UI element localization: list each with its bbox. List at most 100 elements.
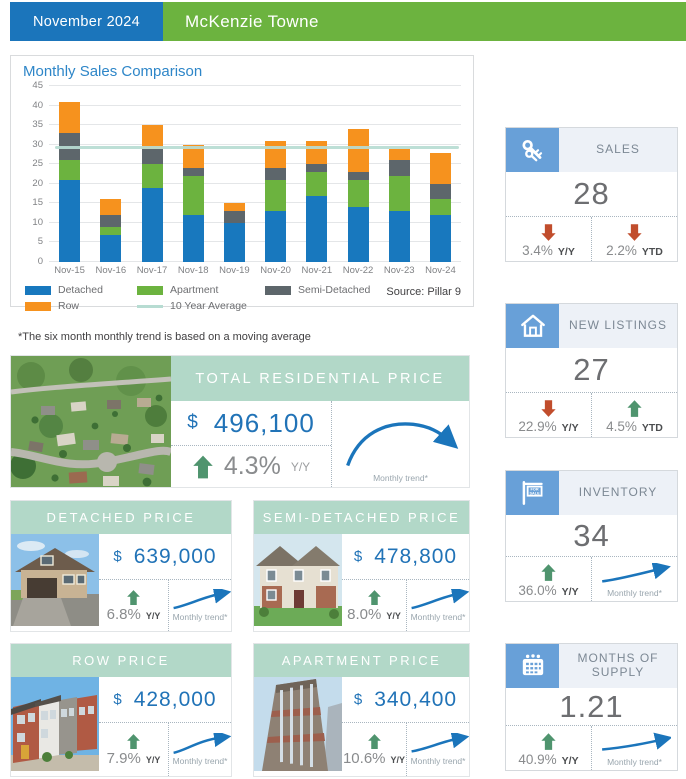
bar-segment [223,203,245,212]
semi-detached-price-title: SEMI-DETACHED PRICE [254,501,469,534]
chart-bars [49,86,461,262]
bar-segment [388,211,410,262]
semi-detached-yy-pct: 8.0% [347,605,382,623]
x-axis-tick: Nov-21 [301,265,333,276]
legend-item: Detached [25,284,137,296]
legend-item: Row [25,300,137,312]
trend-up-icon [173,733,231,755]
months-of-supply-yy-pct: 40.9% [518,751,557,767]
bar-column-Nov-24 [420,86,461,262]
apartment-building-photo [254,677,342,776]
new-listings-yy-cell: 22.9% Y/Y [506,393,591,437]
bar-segment [347,172,369,180]
row-houses-photo [11,677,99,776]
months-of-supply-yy-cell: 40.9% Y/Y [506,726,591,770]
bar-segment [388,148,410,161]
y-axis-tick: 40 [32,99,43,111]
bar-segment [182,175,204,216]
row-yy-pct: 7.9% [106,749,141,767]
aerial-neighborhood-photo [11,356,171,487]
x-axis-tick: Nov-15 [54,265,85,276]
chart-gridline [49,182,461,184]
up-arrow-icon [127,733,140,749]
y-axis-tick: 35 [32,119,43,131]
sales-card: SALES 28 3.4% Y/Y 2.2% YTD [505,127,678,262]
bar-segment [388,175,410,212]
y-axis-tick: 0 [37,256,43,267]
row-price-value: 428,000 [133,687,217,711]
bar-segment [265,140,287,169]
apartment-yy-period: Y/Y [390,754,406,765]
bar-segment [265,179,287,212]
bar-segment [182,144,204,169]
bar-segment [59,101,81,133]
up-arrow-icon [367,733,381,749]
up-arrow-icon [541,563,556,581]
bar-segment [141,164,163,188]
bar-segment [223,211,245,223]
total-residential-price-title: TOTAL RESIDENTIAL PRICE [171,356,469,401]
x-axis-tick: Nov-24 [425,265,456,276]
bar-segment [265,211,287,262]
stacked-bar [182,86,204,262]
calendar-icon [506,644,559,688]
trend-up-icon [601,732,671,751]
detached-yy-pct: 6.8% [106,605,141,623]
row-yy-cell: 7.9% Y/Y [99,723,168,776]
y-axis-tick: 30 [32,138,43,150]
chart-gridline [49,261,461,262]
bar-segment [306,172,328,196]
chart-source: Source: Pillar 9 [386,286,461,298]
legend-color-swatch [137,285,163,295]
stacked-bar [347,86,369,262]
bar-segment [59,160,81,180]
inventory-card: FOR SALE INVENTORY 34 36.0% Y/Y Monthly t… [505,470,678,602]
apartment-trend-caption: Monthly trend* [410,756,466,766]
semi-detached-yy-cell: 8.0% Y/Y [342,580,406,631]
currency-symbol: $ [113,548,122,565]
detached-price-value: 639,000 [133,544,217,568]
bar-column-Nov-18 [173,86,214,262]
bar-column-Nov-16 [90,86,131,262]
detached-house-photo [11,534,99,631]
months-of-supply-trend-cell: Monthly trend* [591,726,677,770]
x-axis-tick: Nov-19 [219,265,250,276]
y-axis-tick: 20 [32,177,43,189]
legend-label: Semi-Detached [298,284,371,296]
total-residential-price-card: TOTAL RESIDENTIAL PRICE $ 496,100 4.3% Y… [10,355,470,488]
legend-color-swatch [25,301,51,311]
trend-up-icon [411,733,469,753]
semi-detached-price-card: SEMI-DETACHED PRICE [253,500,470,632]
stacked-bar [388,86,410,262]
total-yy-period: Y/Y [290,459,311,474]
chart-gridline [49,143,461,145]
community-name: McKenzie Towne [163,2,686,41]
chart-gridline [49,124,461,126]
semi-detached-house-photo [254,534,342,631]
bar-segment [265,168,287,180]
x-axis-tick: Nov-16 [95,265,127,276]
bar-segment [141,125,163,149]
bar-segment [182,215,204,262]
bar-segment [347,129,369,173]
trend-up-icon [411,589,469,610]
row-trend-caption: Monthly trend* [172,756,228,766]
keys-icon [506,128,559,172]
total-monthly-trend: Monthly trend* [331,401,469,487]
currency-symbol: $ [113,691,122,708]
legend-label: Apartment [170,284,219,296]
x-axis-tick: Nov-17 [136,265,168,276]
total-yy-pct: 4.3% [223,452,281,480]
stacked-bar [100,86,122,262]
inventory-trend-caption: Monthly trend* [607,587,662,598]
inventory-trend-cell: Monthly trend* [591,557,677,601]
bar-segment [429,215,451,262]
new-listings-label: NEW LISTINGS [559,304,677,348]
semi-detached-price-value: 478,800 [374,544,458,568]
bar-segment [347,179,369,208]
apartment-price-value: 340,400 [374,687,458,711]
bar-column-Nov-23 [379,86,420,262]
trend-up-icon [173,589,231,610]
detached-yy-cell: 6.8% Y/Y [99,580,168,631]
